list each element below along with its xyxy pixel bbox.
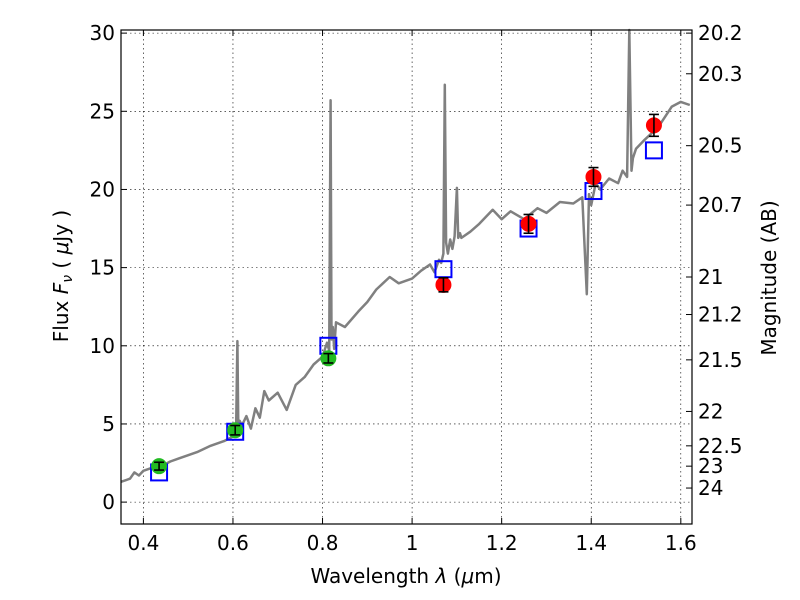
- right-tick-label: 23: [698, 454, 723, 478]
- spectrum-line: [120, 28, 691, 483]
- y-tick-label: 10: [90, 334, 115, 358]
- right-axis-title: Magnitude (AB): [757, 200, 781, 355]
- marker-layer: [150, 113, 663, 482]
- right-tick-label: 21.2: [698, 303, 743, 327]
- right-tick-label: 21: [698, 265, 723, 289]
- x-axis-title: Wavelength λ (μm): [310, 564, 501, 588]
- right-tick-label: 20.5: [698, 134, 743, 158]
- right-tick-label: 22.5: [698, 434, 743, 458]
- x-tick-label: 1.2: [486, 531, 518, 555]
- y-tick-label: 30: [90, 21, 115, 45]
- svg-text:Flux Fν ( μJy ): Flux Fν ( μJy ): [49, 210, 76, 342]
- x-tick-label: 1.4: [575, 531, 607, 555]
- x-tick-label: 0.8: [307, 531, 339, 555]
- svg-text:Wavelength λ (μm): Wavelength λ (μm): [310, 564, 501, 588]
- right-tick-label: 21.5: [698, 348, 743, 372]
- tick-layer: 0.4 0.6 0.8 1 1.2 1.4 1.6 0 5 10 15 20 25 30 20.2 20.3 2…: [90, 21, 743, 555]
- x-tick-label: 0.6: [217, 531, 249, 555]
- y-tick-label: 25: [90, 99, 115, 123]
- grid: [121, 30, 692, 524]
- y-tick-label: 5: [102, 412, 115, 436]
- plot-frame: [120, 29, 693, 525]
- y-axis-title: Flux Fν ( μJy ): [49, 210, 76, 342]
- x-tick-label: 0.4: [127, 531, 159, 555]
- right-tick-label: 20.2: [698, 21, 743, 45]
- y-tick-label: 20: [90, 177, 115, 201]
- right-tick-label: 20.3: [698, 62, 743, 86]
- x-tick-label: 1: [406, 531, 419, 555]
- right-tick-label: 22: [698, 399, 723, 423]
- x-tick-label: 1.6: [665, 531, 697, 555]
- right-tick-label: 20.7: [698, 193, 743, 217]
- y-tick-label: 0: [102, 490, 115, 514]
- model-photometry-point: [644, 141, 663, 160]
- spectrum-layer: [120, 28, 691, 483]
- y-tick-label: 15: [90, 256, 115, 280]
- right-tick-label: 24: [698, 476, 723, 500]
